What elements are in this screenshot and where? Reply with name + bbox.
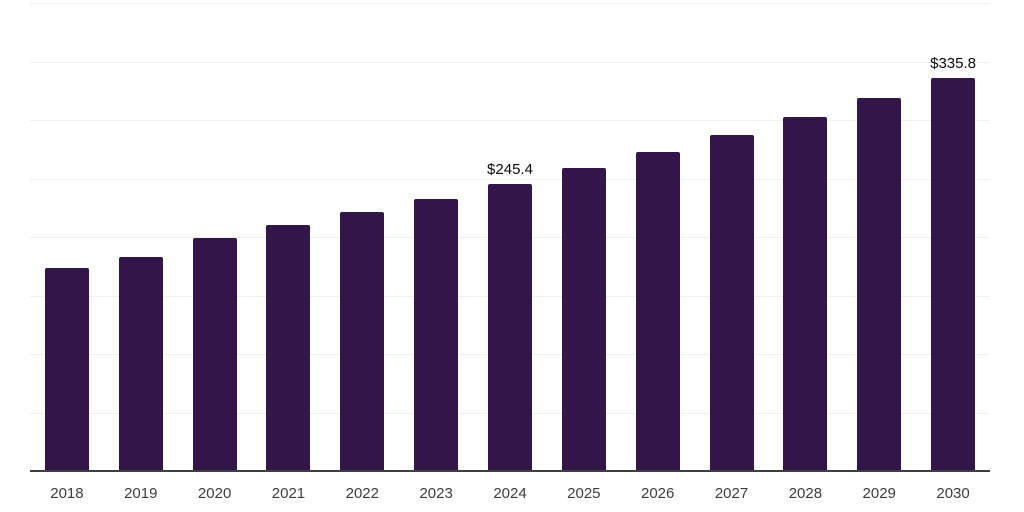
bar-value-label-2030: $335.8 — [930, 55, 977, 73]
bar-2021 — [266, 224, 311, 471]
x-tick-label-2025: 2025 — [567, 485, 601, 502]
bar-2030 — [931, 78, 976, 471]
x-tick-label-2018: 2018 — [50, 485, 84, 502]
gridline — [30, 178, 990, 180]
bar-2020 — [192, 237, 237, 471]
x-axis-line — [30, 470, 990, 472]
x-tick-label-2029: 2029 — [862, 485, 896, 502]
x-tick-label-2020: 2020 — [197, 485, 232, 502]
bar-2025 — [561, 168, 606, 471]
bar-2022 — [340, 212, 385, 471]
bar-2026 — [635, 152, 680, 471]
gridline — [30, 61, 990, 63]
gridline — [30, 120, 990, 121]
x-tick-label-2024: 2024 — [493, 485, 527, 502]
bar-value-label-2024: $245.4 — [487, 160, 533, 178]
x-tick-label-2019: 2019 — [124, 485, 158, 502]
bar-2018 — [44, 267, 89, 471]
gridline — [30, 3, 990, 4]
x-tick-label-2028: 2028 — [788, 485, 823, 502]
plot-area: $245.4 $335.8 — [30, 3, 990, 471]
bar-2023 — [414, 198, 459, 471]
x-tick-label-2026: 2026 — [641, 485, 675, 502]
x-tick-label-2023: 2023 — [419, 485, 453, 502]
x-tick-label-2027: 2027 — [714, 485, 749, 502]
x-tick-label-2022: 2022 — [345, 485, 379, 502]
bar-2024 — [488, 183, 532, 471]
bar-2029 — [857, 98, 902, 471]
x-tick-label-2030: 2030 — [936, 485, 970, 502]
bar-2028 — [783, 116, 828, 471]
bar-2027 — [709, 135, 754, 471]
x-tick-label-2021: 2021 — [271, 485, 306, 502]
bar-2019 — [118, 257, 163, 471]
